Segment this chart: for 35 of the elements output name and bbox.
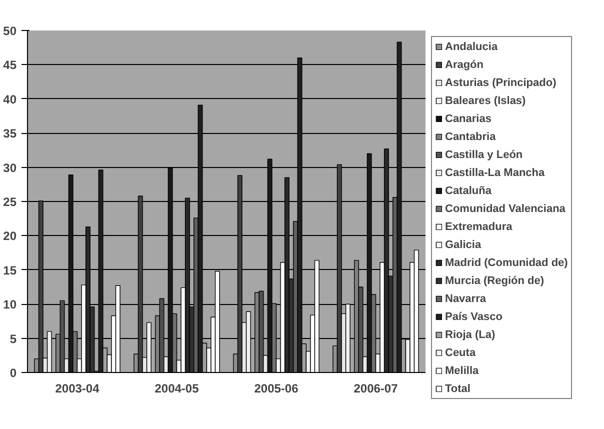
- legend-label: Castilla-La Mancha: [445, 166, 545, 179]
- y-tick-label: 0: [10, 366, 17, 380]
- legend-label: Cantabria: [445, 130, 496, 143]
- legend-label: Castilla y León: [445, 148, 523, 161]
- y-tick-label: 25: [3, 195, 17, 209]
- y-tick-label: 15: [3, 263, 17, 278]
- legend-label: Galicia: [445, 238, 482, 251]
- legend-label: Canarias: [445, 112, 492, 125]
- legend-label: País Vasco: [445, 310, 502, 323]
- y-tick-label: 40: [3, 92, 17, 106]
- y-tick-label: 35: [3, 126, 17, 141]
- legend-label: Aragón: [445, 58, 484, 71]
- x-tick-label: 2003-04: [55, 382, 100, 396]
- y-tick-label: 50: [3, 24, 17, 38]
- legend-label: Melilla: [445, 364, 479, 377]
- legend-label: Cataluña: [445, 184, 492, 197]
- legend-label: Andalucia: [445, 40, 498, 53]
- y-tick-label: 20: [3, 229, 17, 244]
- x-tick-label: 2004-05: [154, 382, 200, 396]
- legend-label: Baleares (Islas): [445, 94, 526, 107]
- legend-label: Total: [445, 382, 470, 395]
- legend-label: Asturias (Principado): [445, 76, 556, 89]
- x-tick-label: 2005-06: [254, 382, 299, 396]
- y-tick-label: 10: [3, 298, 17, 312]
- legend-label: Ceuta: [445, 346, 476, 359]
- legend-label: Comunidad Valenciana: [445, 202, 566, 215]
- x-tick-label: 2006-07: [354, 382, 398, 396]
- y-tick-label: 30: [3, 160, 17, 175]
- legend-label: Navarra: [445, 292, 486, 305]
- y-tick-label: 45: [3, 58, 17, 72]
- y-tick-label: 5: [10, 332, 17, 346]
- legend-label: Madrid (Comunidad de): [445, 256, 568, 269]
- legend-label: Rioja (La): [445, 328, 496, 341]
- legend-label: Extremadura: [445, 220, 512, 233]
- legend-label: Murcia (Región de): [445, 274, 544, 287]
